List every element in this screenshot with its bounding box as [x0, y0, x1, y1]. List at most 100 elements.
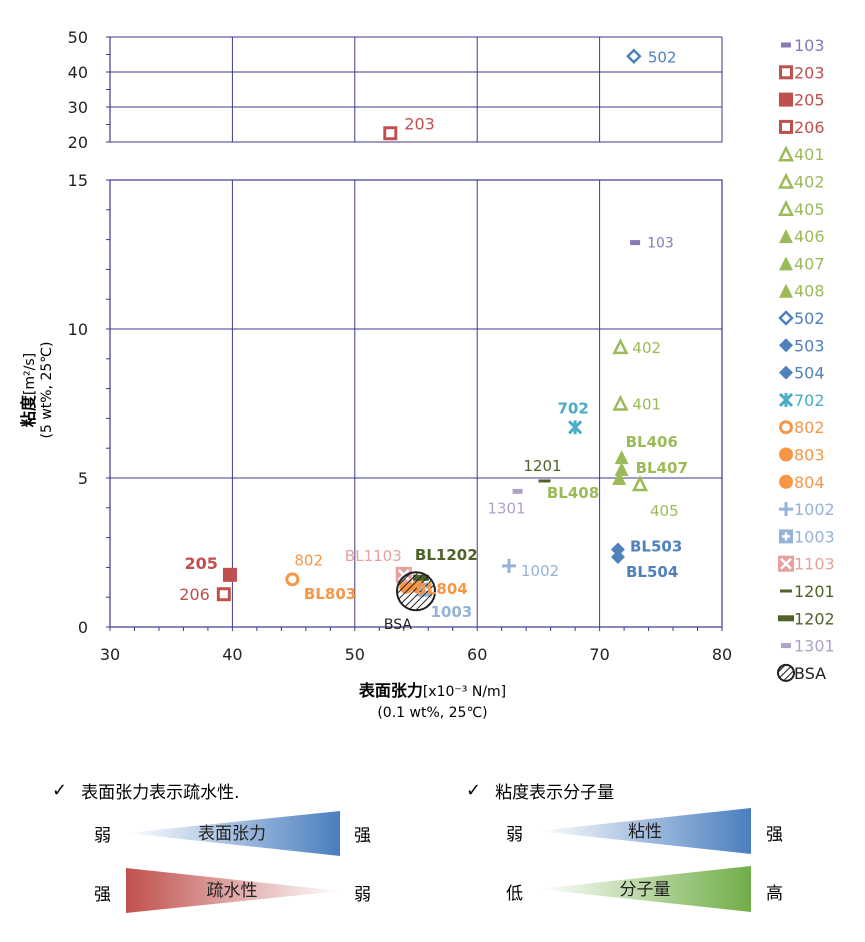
- y-tick-label: 40: [68, 63, 88, 82]
- point-label-406: BL406: [626, 433, 678, 451]
- marker: [610, 542, 625, 557]
- point-label-503: BL503: [630, 538, 682, 556]
- point-504: [610, 549, 625, 564]
- marker: [777, 172, 795, 189]
- marker: [779, 338, 793, 353]
- y-axis-label-main: 粘度: [19, 395, 38, 428]
- legend-label: 1301: [794, 637, 835, 656]
- legend-label: 406: [794, 227, 825, 246]
- molecular-weight-low-label: 低: [506, 884, 523, 904]
- legend-label: 405: [794, 200, 825, 219]
- point-BSA: [396, 571, 436, 612]
- legend-item-802: 802: [779, 418, 825, 437]
- marker: [777, 663, 795, 682]
- marker: [222, 567, 237, 582]
- marker: [779, 65, 793, 80]
- legend-item-804: 804: [779, 473, 825, 492]
- legend-item-1003: 1003: [779, 527, 835, 546]
- point-label-802: 802: [294, 551, 323, 569]
- legend-item-504: 504: [779, 364, 825, 383]
- legend: 103 203 205 206 401 402 405 406 407 408 502 503 504 7…: [777, 36, 835, 683]
- check-icon: ✓: [52, 780, 68, 801]
- y-tick-label: 30: [68, 98, 88, 117]
- legend-label: 803: [794, 446, 825, 465]
- axes: 30 40 50 60 70 80 0 5 10 15 20 30 40 50: [68, 28, 733, 664]
- point-1201: [538, 479, 551, 483]
- legend-label: 203: [794, 63, 825, 82]
- point-406: [614, 450, 629, 465]
- marker: [614, 462, 629, 477]
- legend-label: 502: [794, 309, 825, 328]
- point-label-205: 205: [185, 554, 218, 573]
- point-label-1103: BL1103: [345, 547, 402, 565]
- legend-label: 503: [794, 336, 825, 355]
- marker: [285, 572, 300, 587]
- legend-item-408: 408: [779, 282, 825, 301]
- marker: [512, 488, 523, 494]
- point-1301: [512, 488, 523, 494]
- legend-label: 504: [794, 364, 825, 383]
- marker: [779, 420, 793, 435]
- legend-item-1002: 1002: [779, 500, 835, 519]
- legend-label: 407: [794, 254, 825, 273]
- point-label-BSA: BSA: [384, 617, 413, 633]
- point-503: [610, 542, 625, 557]
- marker: [779, 365, 793, 380]
- x-axis-label: 表面张力[x10⁻³ N/m] (0.1 wt%, 25℃): [0, 677, 865, 721]
- hydrophobic-low-label: 弱: [354, 885, 371, 905]
- legend-item-803: 803: [779, 446, 825, 465]
- surface-tension-wedge: [126, 811, 340, 856]
- marker: [397, 568, 410, 581]
- point-label-1003: 1003: [431, 603, 473, 621]
- legend-label: 1103: [794, 555, 835, 574]
- legend-label: 103: [794, 36, 825, 55]
- marker: [781, 42, 791, 48]
- legend-label: 802: [794, 418, 825, 437]
- y-axis-label: 粘度[m²/s] (5 wt%, 25℃): [15, 305, 75, 475]
- legend-item-BSA: BSA: [777, 663, 826, 683]
- molecular-weight-wedge: [538, 866, 751, 912]
- point-label-405: 405: [650, 502, 679, 520]
- marker: [614, 450, 629, 465]
- note-surface-tension: ✓ 表面张力表示疏水性.: [52, 778, 240, 803]
- point-402: [612, 338, 629, 355]
- marker: [779, 229, 793, 244]
- marker: [779, 92, 793, 107]
- y-tick-label: 50: [68, 28, 88, 47]
- viscosity-high-label: 强: [766, 825, 783, 845]
- x-axis-label-condition: (0.1 wt%, 25℃): [377, 705, 488, 721]
- x-tick-label: 30: [100, 645, 120, 664]
- marker: [383, 126, 398, 141]
- point-1002: [502, 558, 517, 573]
- surface-tension-high-label: 强: [354, 826, 371, 846]
- marker: [781, 643, 791, 649]
- note-viscosity-title: 粘度表示分子量: [495, 783, 615, 803]
- marker: [612, 471, 627, 485]
- point-407: [614, 462, 629, 477]
- surface-tension-wedge-label: 表面张力: [198, 824, 266, 844]
- x-tick-label: 80: [712, 645, 732, 664]
- y-axis-label-condition: (5 wt%, 25℃): [39, 341, 55, 439]
- legend-label: 1202: [794, 609, 835, 628]
- point-label-502: 502: [648, 48, 677, 66]
- marker: [779, 447, 793, 462]
- x-tick-label: 70: [589, 645, 609, 664]
- note-viscosity: ✓ 粘度表示分子量: [466, 778, 614, 803]
- legend-item-206: 206: [779, 118, 825, 137]
- point-labels: 103 203 205 206 401 402 405 BL406 BL407 BL408 502 B…: [179, 48, 688, 633]
- legend-item-502: 502: [778, 309, 825, 328]
- point-label-103: 103: [647, 236, 674, 252]
- point-label-804: BL804: [415, 580, 467, 598]
- surface-tension-low-label: 弱: [94, 826, 111, 846]
- legend-item-205: 205: [779, 91, 825, 110]
- y-tick-label: 0: [78, 618, 88, 637]
- legend-item-503: 503: [779, 336, 825, 355]
- point-203: [383, 126, 398, 141]
- x-axis-label-main: 表面张力: [358, 681, 423, 700]
- x-tick-label: 50: [345, 645, 365, 664]
- point-label-1201: 1201: [523, 457, 561, 475]
- point-802: [285, 572, 300, 587]
- legend-item-702: 702: [778, 391, 825, 410]
- point-label-1202: BL1202: [415, 546, 478, 564]
- marker: [779, 256, 793, 271]
